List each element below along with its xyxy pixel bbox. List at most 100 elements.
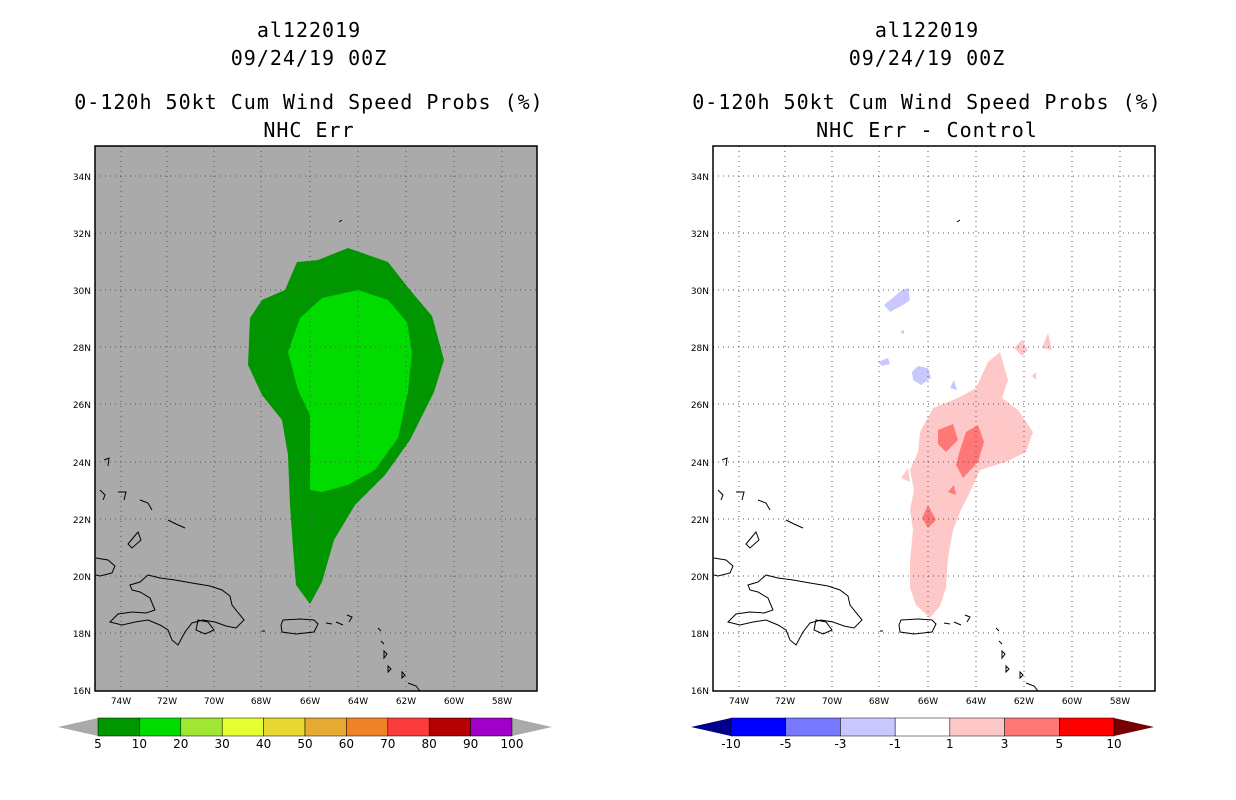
map-svg: 34N 32N 30N 28N 26N 24N 22N 20N 18N 16N … — [691, 145, 1156, 751]
colorbar-swatch — [785, 717, 841, 737]
colorbar-swatch — [346, 717, 389, 737]
axis-labels: 34N 32N 30N 28N 26N 24N 22N 20N 18N 16N … — [73, 173, 512, 707]
lat-label: 16N — [73, 687, 91, 697]
diff-contour-1-3 — [910, 352, 1033, 618]
lon-label: 64W — [966, 697, 986, 707]
diff-contour-3-5 — [956, 425, 984, 478]
lat-label: 24N — [73, 459, 91, 469]
coastlines — [713, 219, 1039, 691]
diff-contour-1-3 — [901, 468, 910, 482]
colorbar-label: 30 — [215, 737, 230, 751]
colorbar-label: 80 — [422, 737, 437, 751]
colorbar-end-low — [691, 718, 731, 736]
colorbar-label: 40 — [256, 737, 271, 751]
colorbar-swatch — [949, 717, 1005, 737]
colorbar-label: -1 — [889, 737, 901, 751]
plot-title: 0-120h 50kt Cum Wind Speed Probs (%) — [74, 90, 544, 114]
colorbar-swatch — [180, 717, 223, 737]
colorbar-label: 70 — [380, 737, 395, 751]
colorbar-swatch — [1059, 717, 1115, 737]
colorbar-swatch — [1004, 717, 1060, 737]
panel-nhc-err-minus-control: al122019 09/24/19 00Z 0-120h 50kt Cum Wi… — [618, 0, 1236, 800]
lat-label: 34N — [691, 173, 709, 183]
prob-contour-10-20 — [288, 290, 412, 492]
axis-labels: 34N 32N 30N 28N 26N 24N 22N 20N 18N 16N … — [691, 173, 1130, 707]
colorbar-swatch — [97, 717, 140, 737]
diff-contour-neg-3-neg-1 — [912, 366, 931, 385]
lon-label: 68W — [869, 697, 889, 707]
lon-label: 64W — [348, 697, 368, 707]
lon-label: 62W — [1014, 697, 1034, 707]
diff-contour-neg-3-neg-1 — [884, 288, 910, 312]
lat-label: 26N — [73, 401, 91, 411]
colorbar-swatch — [263, 717, 306, 737]
colorbar-swatch — [387, 717, 430, 737]
diff-contour-3-5 — [948, 485, 956, 495]
lon-label: 74W — [729, 697, 749, 707]
lon-label: 70W — [822, 697, 842, 707]
colorbar-swatch — [221, 717, 264, 737]
lat-label: 18N — [691, 630, 709, 640]
colorbar-label: 10 — [1106, 737, 1121, 751]
lon-label: 60W — [444, 697, 464, 707]
lat-label: 16N — [691, 687, 709, 697]
lon-label: 58W — [492, 697, 512, 707]
diff-contour-3-5 — [938, 424, 958, 452]
colorbar-label: 20 — [173, 737, 188, 751]
coastlines — [95, 219, 421, 691]
colorbar-swatch — [428, 717, 471, 737]
diff-contour-1-3 — [1032, 372, 1036, 380]
colorbar-label: 90 — [463, 737, 478, 751]
lon-label: 60W — [1062, 697, 1082, 707]
map-frame — [94, 145, 538, 692]
lon-label: 66W — [300, 697, 320, 707]
lon-label: 72W — [157, 697, 177, 707]
colorbar-end-high — [1114, 718, 1154, 736]
colorbar-label: 10 — [132, 737, 147, 751]
colorbar-label: -3 — [834, 737, 846, 751]
grid-lines — [95, 146, 537, 691]
colorbar: 5 10 20 30 40 50 60 70 80 90 100 — [58, 717, 552, 751]
diff-contour-3-5 — [922, 505, 936, 528]
colorbar-swatch — [304, 717, 347, 737]
colorbar: -10 -5 -3 -1 1 3 5 10 — [691, 717, 1154, 751]
diff-contour-neg-3-neg-1 — [900, 330, 904, 334]
colorbar-swatch — [139, 717, 182, 737]
lat-label: 20N — [691, 573, 709, 583]
colorbar-swatch — [894, 717, 951, 737]
lat-label: 26N — [691, 401, 709, 411]
map-frame — [712, 145, 1156, 692]
plot-subtitle: NHC Err - Control — [816, 118, 1038, 142]
lat-label: 28N — [691, 344, 709, 354]
lat-label: 32N — [691, 230, 709, 240]
storm-id: al122019 — [256, 18, 362, 42]
lat-label: 30N — [691, 287, 709, 297]
grid-lines — [713, 146, 1155, 691]
colorbar-end-low — [58, 718, 98, 736]
datetime: 09/24/19 00Z — [230, 46, 388, 70]
lat-label: 32N — [73, 230, 91, 240]
lat-label: 30N — [73, 287, 91, 297]
colorbar-label: -5 — [780, 737, 792, 751]
lat-label: 34N — [73, 173, 91, 183]
lon-label: 68W — [251, 697, 271, 707]
lon-label: 70W — [204, 697, 224, 707]
diff-contour-neg-3-neg-1 — [878, 358, 890, 366]
lon-label: 74W — [111, 697, 131, 707]
lat-label: 22N — [73, 516, 91, 526]
colorbar-label: 50 — [297, 737, 312, 751]
colorbar-swatch — [470, 717, 513, 737]
colorbar-label: 5 — [1055, 737, 1063, 751]
lon-label: 66W — [918, 697, 938, 707]
lat-label: 18N — [73, 630, 91, 640]
colorbar-swatch — [730, 717, 786, 737]
plot-title: 0-120h 50kt Cum Wind Speed Probs (%) — [692, 90, 1162, 114]
lat-label: 20N — [73, 573, 91, 583]
colorbar-label: 1 — [946, 737, 954, 751]
diff-contour-1-3 — [1042, 333, 1052, 350]
map-svg: 34N 32N 30N 28N 26N 24N 22N 20N 18N 16N … — [58, 145, 552, 751]
storm-id: al122019 — [874, 18, 980, 42]
datetime: 09/24/19 00Z — [848, 46, 1006, 70]
lon-label: 72W — [775, 697, 795, 707]
lon-label: 62W — [396, 697, 416, 707]
